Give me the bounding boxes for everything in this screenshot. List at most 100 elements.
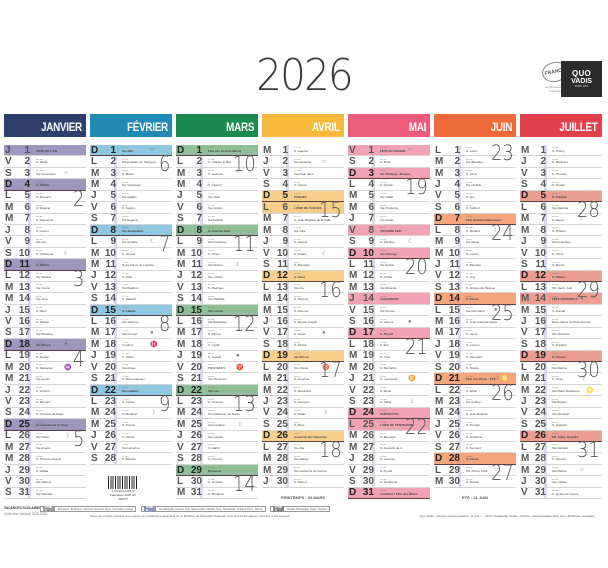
sunrise-time: 06:11 xyxy=(380,193,387,196)
day-info: 05:42 Visitation / Fête des Mères xyxy=(380,490,428,496)
weekday-letter: L xyxy=(5,190,12,202)
saint-name: Ste Sandrine xyxy=(294,160,312,165)
day-row: J 5 08:08 Ste Agathe xyxy=(90,190,172,203)
day-info: 08:30 Ste Agnès xyxy=(36,376,84,382)
day-row: V 3 05:42 S. Thomas xyxy=(520,167,602,180)
week-number: 3 xyxy=(72,266,84,291)
day-info: 05:56 S. Arsène xyxy=(552,353,600,359)
day-row: V 24 06:30 S. Fidèle ☽ xyxy=(262,407,344,420)
day-row: D 3 06:15 SS. Philippe, Jacques xyxy=(348,168,430,180)
day-row: M 7 08:42 S. Raymond xyxy=(4,213,86,225)
sunrise-time: 06:08 xyxy=(380,215,387,218)
day-number: 25 xyxy=(276,418,288,430)
saint-name: S. Romain xyxy=(122,457,137,462)
saint-name: S. Isidore xyxy=(294,183,307,188)
day-info: 06:59 S. Rodrigue xyxy=(208,284,256,290)
weekday-letter: V xyxy=(177,281,184,293)
weekday-letter: V xyxy=(91,361,98,373)
weekday-letter: L xyxy=(435,144,442,156)
day-row: M 4 07:17 S. Casimir xyxy=(176,179,258,191)
moon-phase-icon: ♉ xyxy=(322,364,330,371)
saint-name: S. Martial xyxy=(466,480,479,485)
weekday-letter: S xyxy=(435,361,442,373)
sunrise-time: 05:53 xyxy=(380,341,387,344)
sunrise-time: 08:38 xyxy=(36,284,43,287)
moon-phase-icon: ☽ xyxy=(322,410,328,417)
month-name: MAI xyxy=(408,120,427,134)
day-info: 08:12 S. Blaise xyxy=(122,170,170,176)
saint-name: S. Anselme xyxy=(294,377,310,382)
sunrise-time: 06:26 xyxy=(208,455,215,458)
saint-name: Ste Martine xyxy=(36,480,52,485)
day-info: 06:54 S. Jules xyxy=(294,273,342,279)
day-row: M 4 08:10 Ste Véronique xyxy=(90,179,172,191)
day-number: 20 xyxy=(534,361,546,373)
week-number: 16 xyxy=(319,278,342,303)
day-info: 07:49 Ste Julienne xyxy=(122,319,170,325)
weekday-letter: M xyxy=(5,201,14,213)
day-number: 15 xyxy=(534,304,546,316)
day-row: M 6 08:43 S. Mélaine xyxy=(4,201,86,214)
weekday-letter: J xyxy=(349,213,355,225)
day-info: 07:47 Mardi-Gras xyxy=(122,330,170,336)
weekday-letter: V xyxy=(263,247,270,259)
day-number: 9 xyxy=(368,236,374,248)
weekday-letter: L xyxy=(177,475,184,487)
day-row: D 7 05:38 Fête du Saint-Sacrement xyxy=(434,213,516,225)
saint-name: Ste Odette xyxy=(294,366,309,371)
day-info: 08:34 Ste Roseline xyxy=(36,330,84,336)
day-info: 07:43 S. Gabin xyxy=(122,353,170,359)
weekday-letter: V xyxy=(5,236,12,248)
day-info: 05:53 S. Éric xyxy=(380,342,428,348)
week-number: 5 xyxy=(72,426,84,451)
day-info: 06:00 Ste Marie-Madeleine xyxy=(552,387,600,393)
day-info: 06:34 S. Alexandre xyxy=(294,387,342,393)
day-info: 06:58 S. Fulbert xyxy=(294,250,342,256)
saint-name: S. Thibaut xyxy=(552,228,566,233)
saint-name: S. Jacques xyxy=(552,423,567,428)
day-row: M 27 05:45 S. Augustin de C. xyxy=(348,442,430,454)
moon-phase-icon: ☽ xyxy=(64,433,70,440)
day-info: 05:37 Ste Audrey xyxy=(466,399,514,405)
day-row: L 11 06:02 Ste Estelle xyxy=(348,259,430,271)
sunrise-time: 05:57 xyxy=(552,364,559,367)
day-number: 21 xyxy=(276,373,288,385)
day-number: 15 xyxy=(276,304,288,316)
day-row: L 9 07:07 Ste Françoise xyxy=(176,236,258,248)
day-row: M 31 07:20 S. Benjamin xyxy=(176,487,258,500)
saint-name: Ste Agnès xyxy=(36,377,50,382)
weekday-letter: V xyxy=(521,167,528,179)
day-number: 15 xyxy=(104,304,116,316)
sunrise-time: 06:13 xyxy=(380,181,387,184)
day-info: 06:41 Ste Clémence xyxy=(208,376,256,382)
day-info: 07:25 S. Romain xyxy=(122,456,170,462)
day-number: 30 xyxy=(190,475,202,487)
brand-line-2: VADIS xyxy=(571,77,592,85)
moon-phase-icon: ☽ xyxy=(150,410,156,417)
sunrise-time: 05:55 xyxy=(552,341,559,344)
saint-name: S. Lazare xyxy=(122,400,135,405)
sunrise-time: 05:45 xyxy=(380,432,387,435)
season-label: ÉTÉ : 21 JUIN xyxy=(461,495,488,501)
sunrise-time: 05:48 xyxy=(552,261,559,264)
day-row: M 24 05:38 S. Jean-Baptiste xyxy=(434,407,516,420)
weekday-letter: M xyxy=(263,373,272,385)
day-row: D 26 06:27 Souvenir des Déportés xyxy=(262,430,344,442)
saint-name: Ste Geneviève xyxy=(36,171,56,176)
day-info: 05:40 S. Martial xyxy=(466,479,514,485)
week-number: 9 xyxy=(158,392,170,417)
day-info: 06:05 SS. Anne, Joachim xyxy=(552,433,600,439)
weekday-letter: D xyxy=(349,407,357,419)
day-info: 05:45 S. Raoul xyxy=(552,216,600,222)
day-info: 07:53 S. Valentin xyxy=(122,296,170,302)
weekday-letter: L xyxy=(5,350,12,362)
weekday-letter: D xyxy=(263,190,271,202)
saint-name: Ste Eugénie xyxy=(122,217,139,222)
day-info: 06:35 Ste Catherine de Suède xyxy=(208,410,256,416)
month-juillet: JUILLET M 1 05:41 S. Thierry J 2 05:41 S. Martin… xyxy=(520,114,602,500)
day-number: 31 xyxy=(18,487,30,499)
day-info: 08:43 S. Édouard xyxy=(36,193,84,199)
day-row: S 25 06:28 S. Marc xyxy=(262,418,344,431)
day-number: 10 xyxy=(190,247,202,259)
weekday-letter: D xyxy=(177,384,185,396)
